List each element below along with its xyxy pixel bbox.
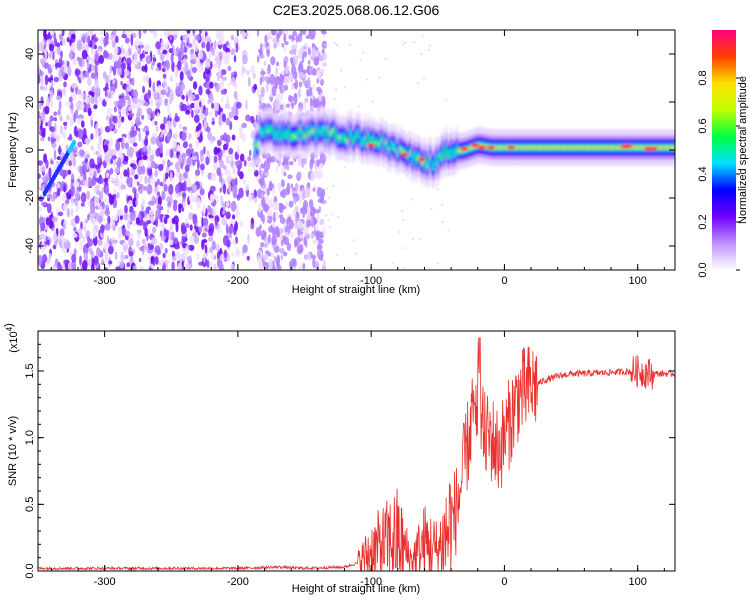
colorbar-gradient — [712, 30, 736, 270]
noise-speckle — [38, 30, 450, 270]
snr-scale-label: (x104) — [3, 323, 20, 353]
snr-plot — [38, 337, 675, 571]
chart-title: C2E3.2025.068.06.12.G06 — [273, 2, 440, 18]
x-tick-label: 100 — [629, 275, 647, 287]
x-tick-label: -100 — [360, 576, 382, 588]
y-tick-label: 0.0 — [24, 563, 36, 578]
x-tick-label: -200 — [227, 576, 249, 588]
x-tick-label: -200 — [227, 275, 249, 287]
snr-scale-exponent: 4 — [5, 326, 14, 331]
y-tick-label: 0 — [24, 147, 36, 153]
colorbar-tick-label: 0.4 — [697, 166, 709, 181]
x-tick-label: -300 — [94, 275, 116, 287]
snr-panel: -300 -200 -100 0 100 0.0 0.5 1.0 1.5 Height of s… — [3, 323, 676, 595]
early-chirp — [42, 139, 76, 197]
snr-ylabel: SNR (10 * v/v) — [7, 416, 19, 486]
x-tick-label: -100 — [360, 275, 382, 287]
spectrogram-xlabel: Height of straight line (km) — [292, 284, 420, 296]
colorbar-tick-label: 0.6 — [697, 118, 709, 133]
x-tick-label: 100 — [629, 576, 647, 588]
snr-xlabel: Height of straight line (km) — [292, 583, 420, 595]
x-tick-label: 0 — [501, 576, 507, 588]
x-tick-label: -300 — [94, 576, 116, 588]
y-tick-label: 0.5 — [24, 497, 36, 512]
snr-axes: -300 -200 -100 0 100 0.0 0.5 1.0 1.5 — [24, 331, 675, 588]
y-tick-label: 40 — [24, 48, 36, 60]
colorbar: 0.0 0.2 0.4 0.6 0.8 Normalized spectral ampl… — [697, 30, 749, 278]
y-tick-label: -20 — [24, 190, 36, 206]
spectrogram-ylabel: Frequency (Hz) — [7, 112, 19, 188]
colorbar-label: Normalized spectral amplitude — [737, 76, 749, 224]
x-tick-label: 0 — [501, 275, 507, 287]
spectrogram-plot — [38, 30, 675, 270]
colorbar-ticks: 0.0 0.2 0.4 0.6 0.8 — [697, 70, 740, 278]
colorbar-tick-label: 0.0 — [697, 262, 709, 277]
y-tick-label: 1.0 — [24, 430, 36, 445]
snr-frame — [37, 330, 676, 572]
y-tick-label: 20 — [24, 96, 36, 108]
y-tick-label: -40 — [24, 238, 36, 254]
colorbar-tick-label: 0.2 — [697, 214, 709, 229]
signal-ridge — [253, 104, 675, 189]
colorbar-tick-label: 0.8 — [697, 70, 709, 85]
snr-line — [38, 337, 675, 571]
y-tick-label: 1.5 — [24, 363, 36, 378]
